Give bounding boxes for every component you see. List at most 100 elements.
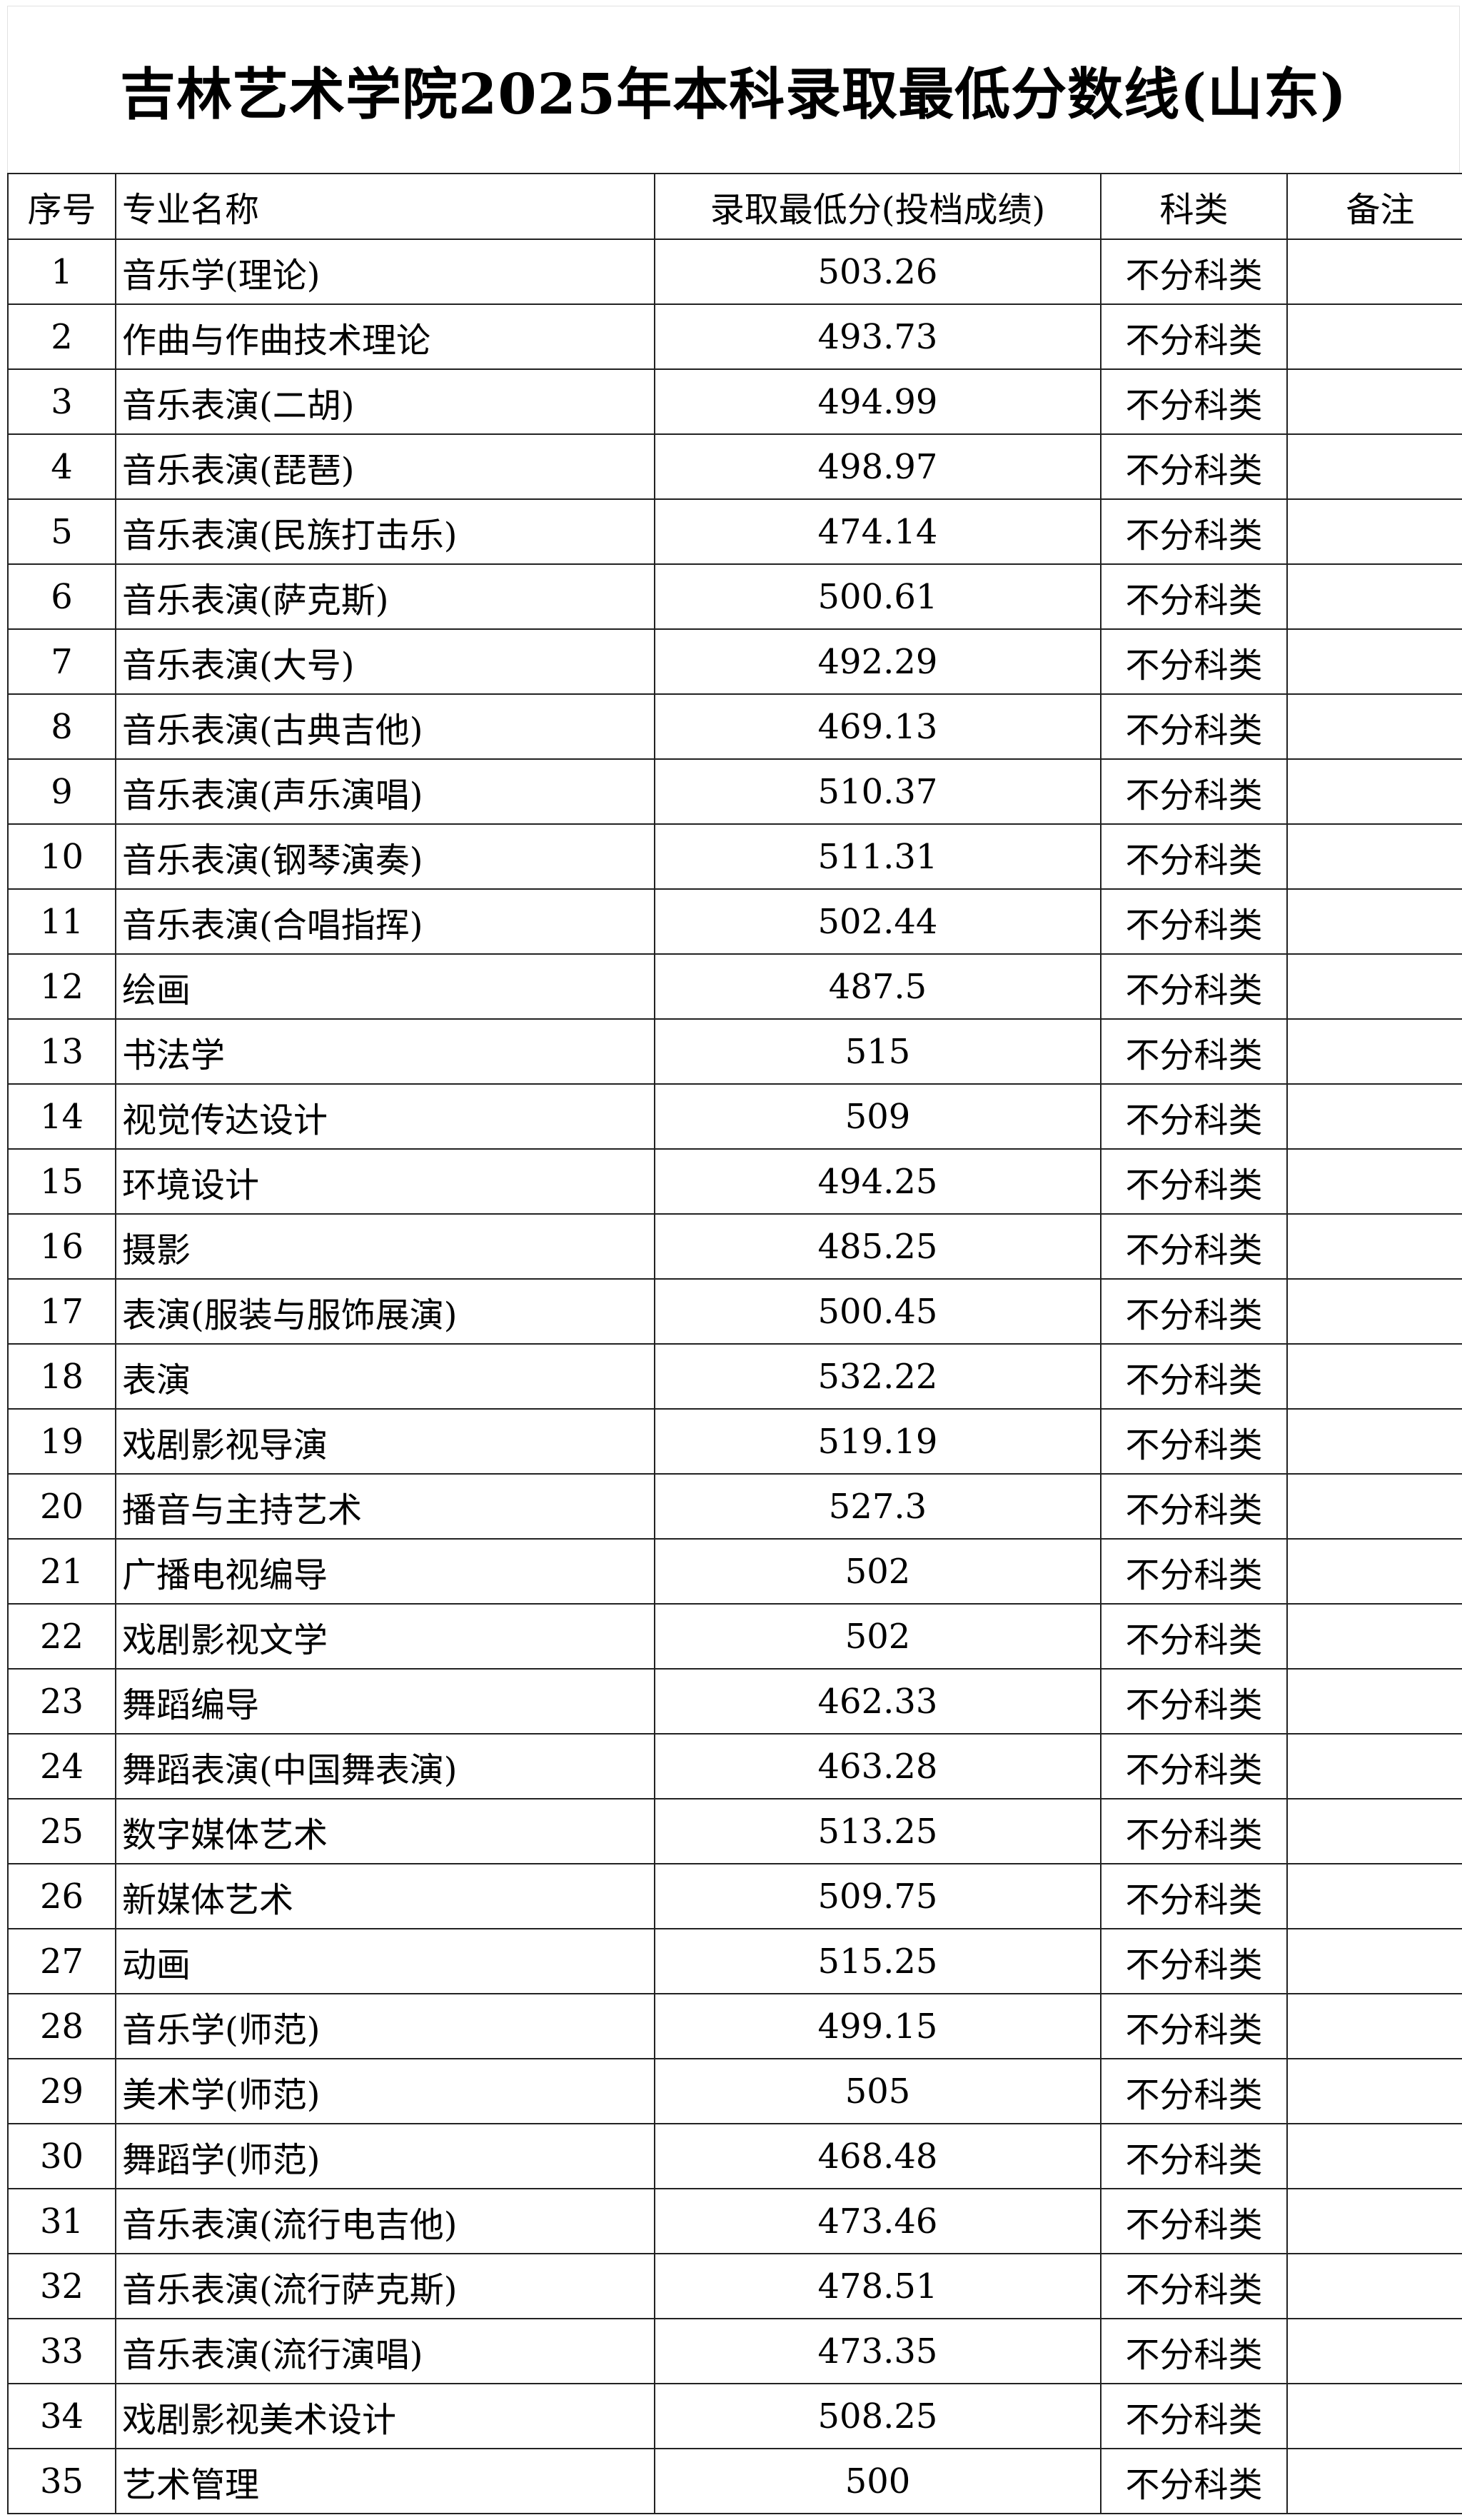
cell-remarks xyxy=(1286,2058,1462,2124)
cell-major: 音乐表演(合唱指挥) xyxy=(115,888,655,955)
table-row: 6 音乐表演(萨克斯) 500.61 不分科类 xyxy=(7,563,1462,630)
cell-category: 不分科类 xyxy=(1100,1083,1288,1150)
cell-min-score: 499.15 xyxy=(654,1993,1101,2059)
cell-major: 美术学(师范) xyxy=(115,2058,655,2124)
cell-category: 不分科类 xyxy=(1100,239,1288,305)
cell-seq: 18 xyxy=(7,1343,116,1410)
cell-category: 不分科类 xyxy=(1100,628,1288,695)
table-row: 2 作曲与作曲技术理论 493.73 不分科类 xyxy=(7,303,1462,370)
cell-seq: 19 xyxy=(7,1408,116,1475)
cell-remarks xyxy=(1286,693,1462,760)
cell-remarks xyxy=(1286,888,1462,955)
cell-min-score: 462.33 xyxy=(654,1668,1101,1735)
cell-remarks xyxy=(1286,498,1462,565)
table-row: 25 数字媒体艺术 513.25 不分科类 xyxy=(7,1798,1462,1864)
cell-seq: 9 xyxy=(7,758,116,825)
cell-seq: 30 xyxy=(7,2123,116,2189)
table-row: 19 戏剧影视导演 519.19 不分科类 xyxy=(7,1408,1462,1475)
cell-major: 作曲与作曲技术理论 xyxy=(115,303,655,370)
cell-seq: 28 xyxy=(7,1993,116,2059)
cell-seq: 29 xyxy=(7,2058,116,2124)
cell-remarks xyxy=(1286,1148,1462,1215)
table-row: 17 表演(服装与服饰展演) 500.45 不分科类 xyxy=(7,1278,1462,1345)
table-row: 24 舞蹈表演(中国舞表演) 463.28 不分科类 xyxy=(7,1733,1462,1799)
cell-min-score: 474.14 xyxy=(654,498,1101,565)
cell-seq: 10 xyxy=(7,823,116,890)
cell-major: 音乐学(师范) xyxy=(115,1993,655,2059)
cell-min-score: 505 xyxy=(654,2058,1101,2124)
cell-major: 音乐表演(大号) xyxy=(115,628,655,695)
cell-seq: 14 xyxy=(7,1083,116,1150)
cell-remarks xyxy=(1286,1213,1462,1280)
cell-major: 音乐表演(流行电吉他) xyxy=(115,2188,655,2254)
cell-remarks xyxy=(1286,2318,1462,2384)
cell-min-score: 473.46 xyxy=(654,2188,1101,2254)
cell-major: 音乐表演(琵琶) xyxy=(115,433,655,500)
cell-remarks xyxy=(1286,1538,1462,1605)
cell-remarks xyxy=(1286,953,1462,1020)
cell-seq: 13 xyxy=(7,1018,116,1085)
cell-remarks xyxy=(1286,1083,1462,1150)
cell-seq: 8 xyxy=(7,693,116,760)
cell-seq: 3 xyxy=(7,368,116,435)
cell-category: 不分科类 xyxy=(1100,2383,1288,2449)
header-category: 科类 xyxy=(1100,173,1288,240)
cell-remarks xyxy=(1286,1993,1462,2059)
cell-category: 不分科类 xyxy=(1100,823,1288,890)
cell-major: 艺术管理 xyxy=(115,2448,655,2514)
cell-min-score: 487.5 xyxy=(654,953,1101,1020)
cell-major: 新媒体艺术 xyxy=(115,1863,655,1929)
header-major: 专业名称 xyxy=(115,173,655,240)
cell-min-score: 469.13 xyxy=(654,693,1101,760)
cell-remarks xyxy=(1286,1603,1462,1670)
cell-remarks xyxy=(1286,2448,1462,2514)
cell-remarks xyxy=(1286,1928,1462,1994)
cell-seq: 2 xyxy=(7,303,116,370)
table-row: 30 舞蹈学(师范) 468.48 不分科类 xyxy=(7,2123,1462,2189)
cell-remarks xyxy=(1286,2383,1462,2449)
cell-seq: 33 xyxy=(7,2318,116,2384)
cell-major: 书法学 xyxy=(115,1018,655,1085)
cell-category: 不分科类 xyxy=(1100,1148,1288,1215)
cell-seq: 25 xyxy=(7,1798,116,1864)
cell-major: 表演 xyxy=(115,1343,655,1410)
cell-remarks xyxy=(1286,758,1462,825)
cell-remarks xyxy=(1286,368,1462,435)
cell-major: 广播电视编导 xyxy=(115,1538,655,1605)
cell-seq: 26 xyxy=(7,1863,116,1929)
table-row: 12 绘画 487.5 不分科类 xyxy=(7,953,1462,1020)
cell-min-score: 494.25 xyxy=(654,1148,1101,1215)
cell-category: 不分科类 xyxy=(1100,1603,1288,1670)
cell-major: 音乐表演(声乐演唱) xyxy=(115,758,655,825)
cell-min-score: 492.29 xyxy=(654,628,1101,695)
cell-category: 不分科类 xyxy=(1100,1928,1288,1994)
cell-min-score: 509.75 xyxy=(654,1863,1101,1929)
cell-remarks xyxy=(1286,823,1462,890)
cell-major: 数字媒体艺术 xyxy=(115,1798,655,1864)
cell-category: 不分科类 xyxy=(1100,1538,1288,1605)
cell-category: 不分科类 xyxy=(1100,2448,1288,2514)
cell-category: 不分科类 xyxy=(1100,2318,1288,2384)
cell-seq: 22 xyxy=(7,1603,116,1670)
cell-major: 播音与主持艺术 xyxy=(115,1473,655,1540)
cell-min-score: 509 xyxy=(654,1083,1101,1150)
header-min-score: 录取最低分(投档成绩) xyxy=(654,173,1101,240)
cell-seq: 16 xyxy=(7,1213,116,1280)
cell-category: 不分科类 xyxy=(1100,1863,1288,1929)
cell-major: 绘画 xyxy=(115,953,655,1020)
cell-major: 音乐表演(民族打击乐) xyxy=(115,498,655,565)
table-row: 32 音乐表演(流行萨克斯) 478.51 不分科类 xyxy=(7,2253,1462,2319)
cell-min-score: 502.44 xyxy=(654,888,1101,955)
cell-remarks xyxy=(1286,239,1462,305)
table-row: 11 音乐表演(合唱指挥) 502.44 不分科类 xyxy=(7,888,1462,955)
table-row: 16 摄影 485.25 不分科类 xyxy=(7,1213,1462,1280)
cell-remarks xyxy=(1286,1863,1462,1929)
table-row: 27 动画 515.25 不分科类 xyxy=(7,1928,1462,1994)
table-row: 4 音乐表演(琵琶) 498.97 不分科类 xyxy=(7,433,1462,500)
cell-remarks xyxy=(1286,2253,1462,2319)
cell-category: 不分科类 xyxy=(1100,1798,1288,1864)
cell-major: 戏剧影视美术设计 xyxy=(115,2383,655,2449)
table-row: 21 广播电视编导 502 不分科类 xyxy=(7,1538,1462,1605)
cell-major: 舞蹈编导 xyxy=(115,1668,655,1735)
cell-min-score: 502 xyxy=(654,1603,1101,1670)
